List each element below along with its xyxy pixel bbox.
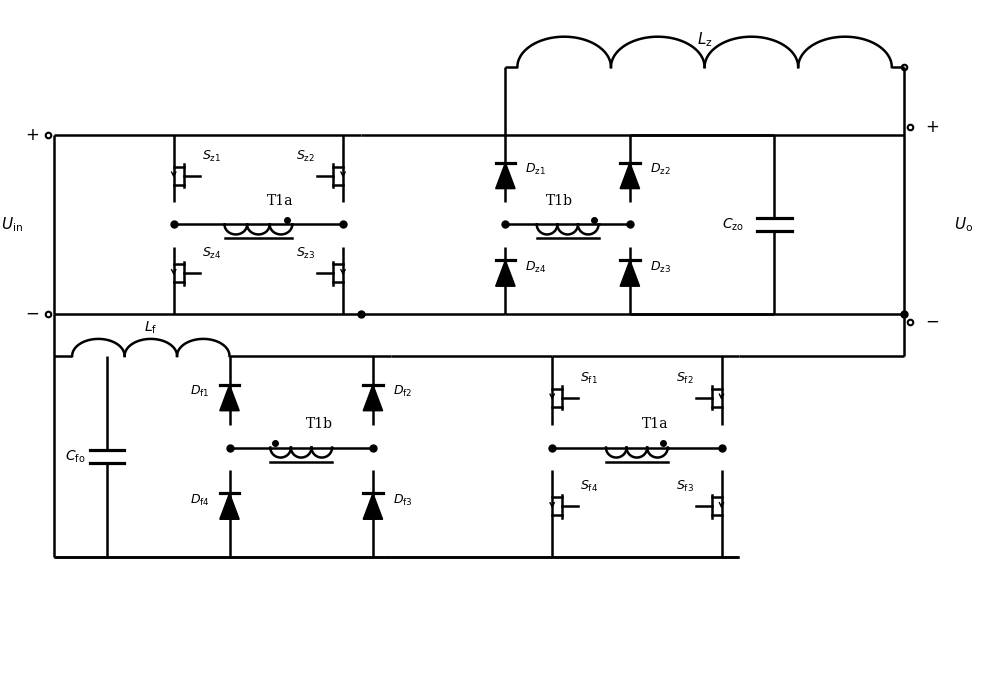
Text: $S_{\mathrm{f2}}$: $S_{\mathrm{f2}}$ [676,370,694,386]
Polygon shape [363,385,383,411]
Text: $L_{\mathrm{z}}$: $L_{\mathrm{z}}$ [697,30,712,49]
Text: $U_{\mathrm{in}}$: $U_{\mathrm{in}}$ [1,215,23,234]
Text: $S_{\mathrm{f3}}$: $S_{\mathrm{f3}}$ [676,480,694,495]
Text: $C_{\mathrm{fo}}$: $C_{\mathrm{fo}}$ [65,449,85,464]
Text: −: − [25,305,39,323]
Text: $U_{\mathrm{o}}$: $U_{\mathrm{o}}$ [954,215,973,234]
Text: $S_{\mathrm{z2}}$: $S_{\mathrm{z2}}$ [296,149,315,164]
Text: $S_{\mathrm{z4}}$: $S_{\mathrm{z4}}$ [202,246,221,261]
Text: $L_{\mathrm{f}}$: $L_{\mathrm{f}}$ [144,320,157,336]
Text: $D_{\mathrm{z4}}$: $D_{\mathrm{z4}}$ [525,260,547,275]
Polygon shape [496,163,515,189]
Text: $S_{\mathrm{z1}}$: $S_{\mathrm{z1}}$ [202,149,221,164]
Text: $D_{\mathrm{f4}}$: $D_{\mathrm{f4}}$ [190,493,210,508]
Polygon shape [620,260,640,286]
Text: $C_{\mathrm{zo}}$: $C_{\mathrm{zo}}$ [722,216,744,233]
Text: $D_{\mathrm{z1}}$: $D_{\mathrm{z1}}$ [525,162,546,177]
Text: $S_{\mathrm{f1}}$: $S_{\mathrm{f1}}$ [580,370,598,386]
Text: $S_{\mathrm{f4}}$: $S_{\mathrm{f4}}$ [580,480,598,495]
Polygon shape [620,163,640,189]
Text: $D_{\mathrm{f3}}$: $D_{\mathrm{f3}}$ [393,493,412,508]
Text: +: + [25,126,39,144]
Text: −: − [926,313,940,331]
Text: T1a: T1a [642,416,668,431]
Text: T1b: T1b [546,193,573,208]
Text: T1a: T1a [267,193,294,208]
Polygon shape [220,385,239,411]
Text: $D_{\mathrm{z2}}$: $D_{\mathrm{z2}}$ [650,162,671,177]
Polygon shape [363,493,383,519]
Text: $D_{\mathrm{f1}}$: $D_{\mathrm{f1}}$ [190,384,210,399]
Text: +: + [926,118,940,136]
Text: $D_{\mathrm{f2}}$: $D_{\mathrm{f2}}$ [393,384,412,399]
Text: $D_{\mathrm{z3}}$: $D_{\mathrm{z3}}$ [650,260,671,275]
Polygon shape [220,493,239,519]
Polygon shape [496,260,515,286]
Text: $S_{\mathrm{z3}}$: $S_{\mathrm{z3}}$ [296,246,315,261]
Text: T1b: T1b [306,416,333,431]
